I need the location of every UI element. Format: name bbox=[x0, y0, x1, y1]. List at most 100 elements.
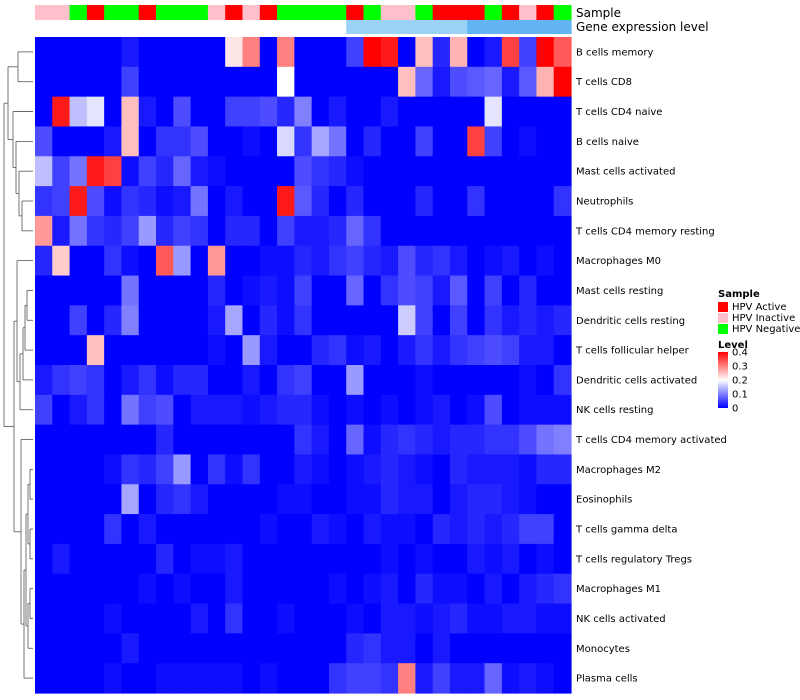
heatmap-cell bbox=[311, 484, 330, 515]
heatmap-cell bbox=[104, 603, 123, 634]
heatmap-cell bbox=[519, 96, 538, 128]
row-label: Plasma cells bbox=[576, 674, 638, 685]
heatmap-cell bbox=[190, 365, 209, 396]
heatmap-cell bbox=[553, 275, 572, 306]
heatmap-cell bbox=[398, 543, 416, 575]
heatmap-cell bbox=[52, 275, 71, 306]
gene-annotation-cell bbox=[294, 20, 313, 34]
heatmap-cell bbox=[449, 305, 468, 336]
sample-annotation-cell bbox=[467, 5, 486, 20]
heatmap-cell bbox=[536, 573, 555, 605]
heatmap-cell bbox=[467, 96, 486, 128]
heatmap-cell bbox=[225, 663, 244, 694]
heatmap-cell bbox=[173, 663, 192, 694]
heatmap-cell bbox=[277, 275, 295, 306]
heatmap-cell bbox=[52, 245, 71, 277]
heatmap-cell bbox=[449, 633, 468, 664]
heatmap-cell bbox=[415, 245, 434, 277]
sample-annotation-cell bbox=[104, 5, 123, 20]
heatmap-cell bbox=[242, 37, 261, 68]
heatmap-cell bbox=[138, 365, 157, 396]
heatmap-cell bbox=[121, 424, 140, 456]
gene-annotation-cell bbox=[225, 20, 244, 34]
legend-swatch-hpv-inactive bbox=[718, 313, 728, 323]
heatmap-cell bbox=[328, 37, 347, 68]
heatmap-cell bbox=[190, 573, 209, 605]
heatmap-cell bbox=[484, 424, 503, 456]
heatmap-cell bbox=[363, 543, 382, 575]
heatmap-cell bbox=[242, 424, 261, 456]
heatmap-cell bbox=[415, 424, 434, 456]
heatmap-cell bbox=[121, 126, 140, 157]
heatmap-cell bbox=[242, 573, 261, 605]
heatmap-cell bbox=[52, 126, 71, 157]
heatmap-cell bbox=[415, 514, 434, 545]
heatmap-cell bbox=[432, 573, 451, 605]
heatmap-cell bbox=[449, 215, 468, 247]
row-labels: B cells memory T cells CD8 T cells CD4 nai… bbox=[575, 47, 727, 684]
heatmap-cell bbox=[173, 275, 192, 306]
heatmap-cell bbox=[69, 514, 88, 545]
heatmap-cell bbox=[467, 245, 486, 277]
heatmap-cell bbox=[190, 484, 209, 515]
heatmap-cell bbox=[536, 514, 555, 545]
heatmap-cell bbox=[467, 156, 486, 187]
sample-annotation-cell bbox=[69, 5, 88, 20]
heatmap-cell bbox=[104, 365, 123, 396]
sample-annotation-cell bbox=[415, 5, 434, 20]
heatmap-cell bbox=[156, 215, 174, 247]
heatmap-cell bbox=[173, 514, 192, 545]
heatmap-cell bbox=[449, 126, 468, 157]
heatmap-cell bbox=[121, 156, 140, 187]
heatmap-cell bbox=[346, 394, 365, 426]
heatmap-cell bbox=[104, 633, 123, 664]
heatmap-cell bbox=[432, 484, 451, 515]
heatmap-cell bbox=[173, 543, 192, 575]
heatmap-cell bbox=[104, 186, 123, 217]
sample-annotation-cell bbox=[207, 5, 226, 20]
heatmap-cell bbox=[190, 305, 209, 336]
heatmap-cell bbox=[190, 514, 209, 545]
heatmap-cell bbox=[294, 633, 313, 664]
heatmap-cell bbox=[173, 454, 192, 485]
heatmap-cell bbox=[519, 573, 538, 605]
heatmap-cell bbox=[156, 663, 174, 694]
heatmap-cell bbox=[380, 37, 399, 68]
heatmap-cell bbox=[35, 394, 53, 426]
heatmap-cell bbox=[121, 365, 140, 396]
heatmap-cell bbox=[156, 454, 174, 485]
heatmap-cell bbox=[449, 365, 468, 396]
sample-legend-title: Sample bbox=[718, 289, 760, 300]
heatmap-cell bbox=[69, 573, 88, 605]
heatmap-cell bbox=[138, 126, 157, 157]
heatmap-cell bbox=[173, 96, 192, 128]
heatmap-cell bbox=[35, 633, 53, 664]
heatmap-cell bbox=[156, 424, 174, 456]
heatmap-cell bbox=[225, 66, 244, 98]
heatmap-cell bbox=[449, 335, 468, 366]
heatmap-cell bbox=[121, 186, 140, 217]
heatmap-cell bbox=[138, 275, 157, 306]
heatmap-cell bbox=[398, 603, 416, 634]
heatmap-cell bbox=[501, 66, 520, 98]
sample-annotation-cell bbox=[35, 5, 53, 20]
heatmap-cell bbox=[380, 96, 399, 128]
row-label: Eosinophils bbox=[576, 495, 632, 506]
heatmap-cell bbox=[432, 215, 451, 247]
heatmap-cell bbox=[415, 633, 434, 664]
heatmap-cell bbox=[519, 454, 538, 485]
heatmap-cell bbox=[207, 543, 226, 575]
heatmap-cell bbox=[86, 573, 105, 605]
heatmap-cell bbox=[311, 215, 330, 247]
heatmap-cell bbox=[311, 365, 330, 396]
heatmap-cell bbox=[553, 365, 572, 396]
heatmap-cell bbox=[467, 603, 486, 634]
heatmap-cell bbox=[501, 245, 520, 277]
row-dendrogram bbox=[3, 51, 33, 679]
heatmap-cell bbox=[173, 633, 192, 664]
row-label: Mast cells activated bbox=[576, 167, 675, 178]
heatmap-cell bbox=[501, 275, 520, 306]
heatmap-cell bbox=[380, 394, 399, 426]
sample-annotation-cell bbox=[363, 5, 382, 20]
heatmap-cell bbox=[398, 245, 416, 277]
